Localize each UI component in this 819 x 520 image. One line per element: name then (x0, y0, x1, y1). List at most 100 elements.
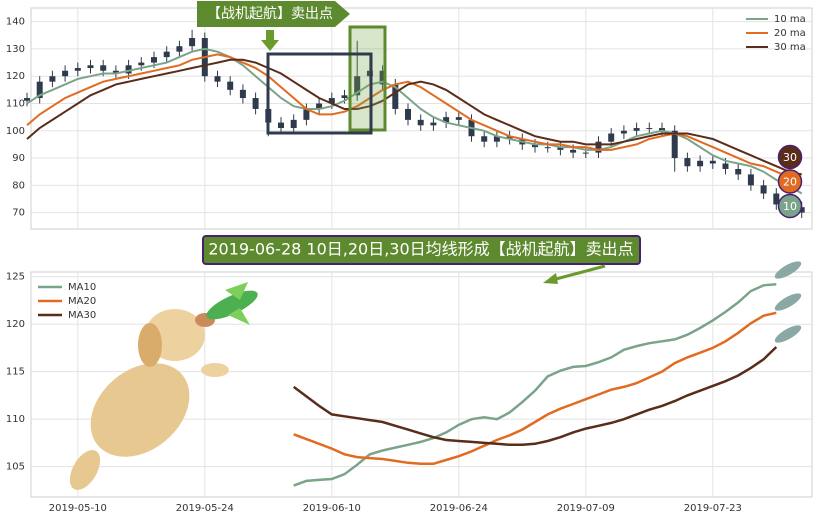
candle-body (341, 95, 348, 99)
ma-line (293, 283, 777, 487)
candle-body (659, 128, 665, 131)
ma-line (26, 58, 802, 176)
dog-illustration (69, 309, 229, 490)
candle-body (735, 168, 742, 175)
y-tick-label: 110 (6, 414, 25, 425)
bottom-plot-area (30, 271, 813, 498)
y-tick-label: 130 (6, 44, 25, 55)
banner-arrow (555, 264, 606, 281)
legend-label: MA20 (68, 296, 96, 307)
end-marker (777, 193, 803, 219)
end-marker-label: 30 (783, 151, 797, 164)
candle-body (582, 152, 589, 154)
candle-body (493, 136, 500, 142)
candle-body (506, 136, 513, 139)
candle-body (379, 70, 386, 85)
candle-body (722, 163, 729, 169)
y-tick-label: 125 (6, 272, 25, 283)
candle-body (747, 174, 754, 186)
candle-body (138, 62, 145, 66)
candle-body (125, 65, 132, 74)
callout-text: 【战机起航】卖出点 (207, 6, 333, 22)
candle-body (214, 76, 221, 82)
legend-label: 20 ma (774, 28, 806, 39)
candle-body (36, 81, 43, 99)
candle-body (684, 158, 691, 167)
candle-body (608, 133, 615, 142)
candle-body (481, 136, 488, 142)
candle-body (392, 84, 399, 109)
ma-line (293, 311, 777, 466)
plane-illustration (206, 282, 258, 325)
y-tick-label: 120 (6, 319, 25, 330)
x-tick-label: 2019-07-23 (684, 503, 742, 514)
candle-body (709, 160, 716, 164)
y-tick-label: 140 (6, 17, 25, 28)
y-tick-label: 110 (6, 98, 25, 109)
candle-body (24, 98, 30, 101)
candle-body (595, 141, 602, 153)
candle-body (189, 38, 196, 47)
candle-body (773, 193, 780, 205)
highlight-box (348, 25, 387, 132)
callout-arrow (261, 30, 279, 51)
candle-body (290, 119, 297, 129)
candle-body (760, 185, 767, 194)
candle-body (328, 98, 335, 104)
candle-body (354, 76, 361, 96)
candle-body (62, 70, 69, 77)
end-marker (777, 144, 803, 170)
candle-body (633, 128, 640, 131)
banner-text: 2019-06-28 10日,20日,30日均线形成【战机起航】卖出点 (208, 240, 633, 259)
candle-body (443, 117, 450, 123)
ma-line (26, 47, 803, 195)
candle-body (557, 147, 564, 150)
legend-label: 30 ma (774, 42, 806, 53)
candle-body (646, 128, 653, 130)
end-marker-label: 20 (783, 176, 797, 189)
candle-body (417, 119, 424, 126)
banner-arrowhead (543, 273, 558, 284)
candle-body (405, 108, 411, 120)
candle-body (176, 46, 183, 52)
candle-body (239, 89, 246, 99)
end-marker (777, 169, 803, 194)
candle-body (544, 147, 551, 149)
y-tick-label: 70 (12, 208, 25, 219)
y-tick-label: 100 (6, 126, 25, 137)
candle-body (74, 68, 81, 71)
candle-body (798, 207, 805, 213)
candle-body (455, 117, 462, 120)
x-tick-label: 2019-07-09 (557, 503, 615, 514)
range-box (266, 52, 373, 135)
y-tick-label: 90 (12, 153, 25, 164)
x-tick-label: 2019-05-24 (176, 503, 234, 514)
candle-body (430, 122, 437, 126)
candle-body (671, 130, 678, 159)
candle-body (49, 76, 56, 82)
end-marker-label: 10 (783, 200, 797, 213)
candle-body (151, 57, 157, 63)
legend-label: MA10 (68, 282, 96, 293)
candle-body (303, 108, 310, 120)
candle-body (87, 65, 94, 69)
y-tick-label: 120 (6, 71, 25, 82)
candle-body (316, 103, 323, 109)
candle-body (112, 70, 119, 74)
y-tick-label: 80 (12, 180, 25, 191)
y-tick-label: 105 (6, 462, 25, 473)
plane-icons (774, 261, 802, 343)
candle-body (532, 144, 538, 148)
candle-body (620, 130, 627, 134)
ma-line (292, 346, 778, 447)
x-tick-label: 2019-06-10 (303, 503, 361, 514)
x-tick-label: 2019-05-10 (49, 503, 107, 514)
banner-box (202, 235, 641, 265)
candle-body (100, 65, 107, 71)
candle-body (252, 98, 259, 109)
candle-body (163, 51, 170, 58)
legend-label: MA30 (68, 310, 96, 321)
x-tick-label: 2019-06-24 (430, 503, 488, 514)
